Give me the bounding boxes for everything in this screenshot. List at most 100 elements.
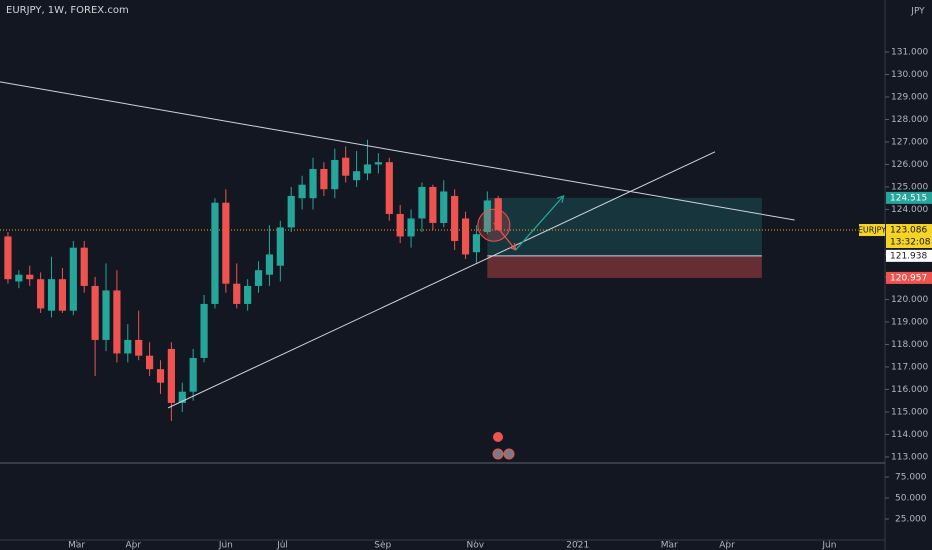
y-tick-label: 128.000 xyxy=(891,115,928,125)
event-icon xyxy=(493,432,503,442)
x-tick-label: Jun xyxy=(821,541,836,550)
y-tick-label: 127.000 xyxy=(891,137,928,147)
target-price-label-bg xyxy=(886,191,932,204)
symbol-label-bg xyxy=(859,224,885,237)
candle-body xyxy=(429,186,437,223)
candle-body xyxy=(298,184,306,199)
candle-body xyxy=(91,285,99,340)
candle-body xyxy=(145,355,154,370)
y-tick-label: 124.000 xyxy=(891,205,928,215)
x-tick-label: Apr xyxy=(125,541,141,550)
currency-label: JPY xyxy=(910,7,925,17)
x-tick-label: Jul xyxy=(276,541,288,550)
candle-body xyxy=(331,159,339,190)
symbol-label: EURJPY xyxy=(858,226,886,235)
candle-body xyxy=(461,218,470,255)
x-tick-label: Sep xyxy=(374,541,391,550)
candle-body xyxy=(37,279,45,309)
x-tick-label: Apr xyxy=(719,541,735,550)
candle-body xyxy=(4,236,12,280)
candle-body xyxy=(352,171,361,181)
countdown: 13:32:08 xyxy=(890,238,931,248)
y-tick-label: 118.000 xyxy=(891,340,928,350)
event-icon xyxy=(492,448,504,460)
x-tick-label: Mar xyxy=(68,541,85,550)
candle-body xyxy=(472,234,481,253)
candle-body xyxy=(265,254,274,275)
candle-body xyxy=(135,339,143,356)
candle-body xyxy=(15,274,23,282)
candle-body xyxy=(374,162,382,165)
candle-body xyxy=(320,168,328,190)
candle-body xyxy=(287,195,295,228)
candle-body xyxy=(440,191,448,223)
y-tick-label: 120.000 xyxy=(891,295,928,305)
candle-body xyxy=(222,202,230,284)
x-tick-label: Jun xyxy=(218,541,233,550)
candle-body xyxy=(113,290,121,354)
target-price-label: 124.515 xyxy=(890,193,927,203)
candle-body xyxy=(309,168,317,199)
event-icon xyxy=(503,448,515,460)
y-tick-label: 115.000 xyxy=(891,407,928,417)
candle-body xyxy=(451,195,459,241)
entry-price-label-bg xyxy=(886,249,932,262)
last-price-label: 123.086 xyxy=(890,226,927,236)
y-tick-label: 119.000 xyxy=(891,317,928,327)
candle-body xyxy=(80,247,88,286)
candle-body xyxy=(211,202,219,304)
candle-body xyxy=(47,279,56,311)
y-tick-label: 131.000 xyxy=(891,47,928,57)
y2-tick-label: 50.000 xyxy=(895,494,927,504)
candle-body xyxy=(156,369,165,383)
y-tick-label: 116.000 xyxy=(891,385,928,395)
candle-body xyxy=(69,247,77,311)
x-tick-label: Mar xyxy=(661,541,678,550)
candle-body xyxy=(276,227,284,266)
candle-body xyxy=(254,270,263,286)
target-zone xyxy=(487,197,762,256)
candle-body xyxy=(363,164,372,174)
event-icons xyxy=(492,432,515,460)
candle-body xyxy=(58,279,67,311)
candle-body xyxy=(189,357,197,392)
candle-body xyxy=(167,348,175,403)
y2-tick-label: 75.000 xyxy=(895,473,927,483)
stop-price-label-bg xyxy=(886,271,932,284)
y-tick-label: 114.000 xyxy=(891,430,928,440)
countdown-bg xyxy=(886,236,932,249)
y-tick-label: 117.000 xyxy=(891,362,928,372)
y-tick-label: 126.000 xyxy=(891,160,928,170)
y-tick-label: 129.000 xyxy=(891,92,928,102)
candle-body xyxy=(396,213,404,237)
chart-title: EURJPY, 1W, FOREX.com xyxy=(6,5,129,16)
highlight-circle xyxy=(477,208,511,242)
trendline xyxy=(0,81,795,221)
x-tick-label: Nov xyxy=(467,541,485,550)
candle-body xyxy=(407,218,415,237)
candle-body xyxy=(178,391,186,403)
x-tick-label: 2021 xyxy=(566,541,589,550)
candle-body xyxy=(124,339,132,354)
candle-body xyxy=(200,303,208,358)
stop-zone xyxy=(487,255,762,278)
candle-body xyxy=(494,198,502,231)
candle-body xyxy=(483,200,491,232)
stop-price-label: 120.957 xyxy=(890,273,927,283)
candle-body xyxy=(385,162,393,214)
entry-price-label: 121.938 xyxy=(890,251,927,261)
y2-tick-label: 25.000 xyxy=(895,515,927,525)
y-tick-label: 113.000 xyxy=(891,452,928,462)
arrow xyxy=(515,195,565,251)
candle-body xyxy=(233,283,241,304)
y-tick-label: 130.000 xyxy=(891,70,928,80)
y-tick-label: 125.000 xyxy=(891,182,928,192)
candle-body xyxy=(418,186,426,219)
candle-body xyxy=(26,274,34,280)
candle-body xyxy=(342,157,350,176)
last-price-label-bg xyxy=(886,224,932,237)
candle-body xyxy=(244,285,252,304)
trendline xyxy=(167,151,716,409)
